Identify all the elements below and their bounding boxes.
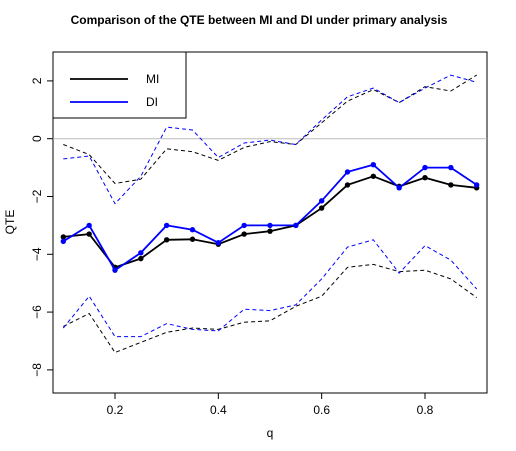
di-point: [241, 222, 247, 229]
di-point: [189, 227, 196, 233]
mi-point: [344, 182, 351, 188]
legend-di-label: DI: [146, 95, 158, 109]
di-point: [215, 240, 222, 246]
x-axis-label: q: [267, 426, 274, 440]
y-axis-label: QTE: [3, 210, 17, 235]
di-point: [344, 169, 351, 175]
di-point: [86, 222, 92, 229]
y-tick-label: 0: [30, 135, 44, 142]
di-point: [448, 164, 454, 171]
legend-box: [52, 51, 187, 119]
mi-point: [60, 234, 67, 240]
di-point: [112, 267, 118, 273]
mi-point: [448, 182, 454, 188]
di-point: [267, 222, 273, 229]
di-point: [163, 222, 170, 229]
di-lower-bound-line: [62, 239, 478, 338]
di-point: [293, 222, 299, 229]
x-tick-label: 0.4: [210, 403, 227, 417]
di-point: [473, 182, 480, 188]
legend: MI DI: [52, 51, 187, 119]
legend-mi-label: MI: [146, 72, 159, 86]
mi-point: [267, 228, 273, 234]
mi-point: [86, 231, 92, 237]
y-tick-label: 2: [30, 77, 44, 84]
x-tick-label: 0.8: [417, 403, 434, 417]
y-tick-label: −2: [30, 189, 44, 203]
y-tick-label: −6: [30, 305, 44, 319]
y-tick-label: −4: [30, 247, 44, 261]
di-point: [370, 162, 377, 168]
mi-point: [189, 236, 196, 242]
mi-point: [318, 205, 325, 211]
mi-point: [163, 237, 170, 243]
x-tick-label: 0.6: [313, 403, 330, 417]
plot-frame: [52, 51, 488, 394]
di-point: [60, 238, 67, 244]
y-tick-label: −8: [30, 363, 44, 377]
mi-series-line: [63, 175, 477, 269]
x-tick-label: 0.2: [107, 403, 124, 417]
di-point: [138, 250, 144, 256]
mi-point: [241, 231, 247, 237]
chart-title: Comparison of the QTE between MI and DI …: [71, 13, 448, 27]
di-point: [422, 164, 428, 171]
di-upper-bound-line: [63, 74, 477, 205]
di-point: [396, 185, 402, 191]
mi-point: [138, 255, 144, 262]
mi-point: [422, 175, 428, 181]
mi-point: [370, 173, 377, 179]
mi-lower-bound-line: [63, 263, 477, 354]
di-point: [318, 198, 325, 204]
